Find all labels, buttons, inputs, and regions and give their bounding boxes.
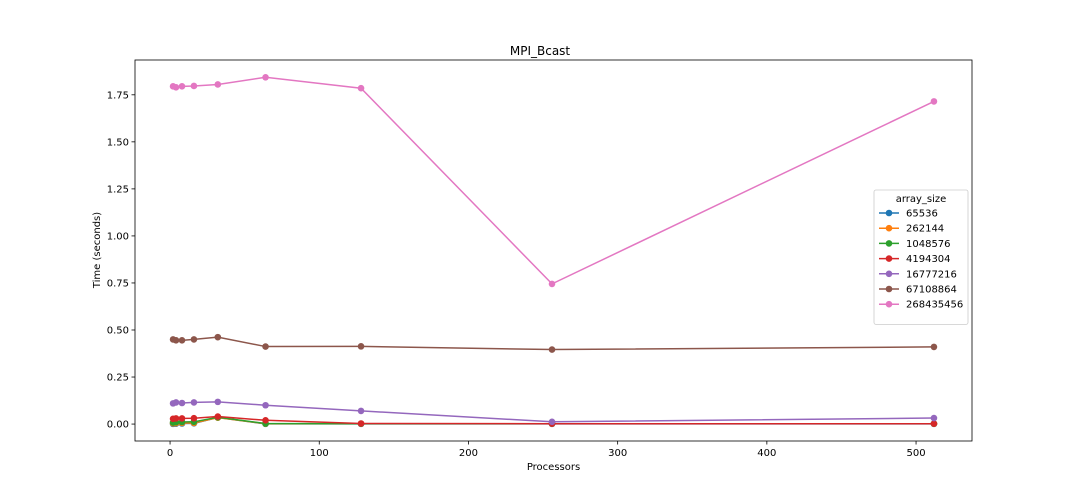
data-point: [190, 336, 198, 343]
data-point: [930, 343, 938, 351]
data-point: [172, 337, 180, 344]
data-point: [172, 415, 180, 422]
plot-frame: [134, 59, 973, 442]
x-tick-label: 300: [608, 448, 627, 459]
data-point: [357, 407, 365, 415]
data-point: [214, 413, 222, 420]
data-point: [548, 418, 556, 426]
data-point: [930, 420, 938, 427]
legend-marker: [885, 224, 893, 232]
data-point: [214, 333, 222, 341]
data-point: [548, 346, 556, 353]
data-point: [262, 343, 269, 350]
y-tick-label: 1.00: [107, 231, 129, 242]
x-tick-label: 0: [167, 448, 173, 459]
data-point: [262, 417, 269, 424]
data-point: [930, 414, 938, 422]
legend-label: 262144: [906, 224, 944, 235]
data-point: [190, 82, 198, 90]
data-point: [178, 337, 186, 344]
data-point: [357, 84, 365, 92]
data-point: [178, 415, 186, 422]
y-tick-label: 1.75: [107, 90, 129, 101]
x-axis-label: Processors: [527, 462, 580, 473]
data-point: [357, 420, 365, 427]
y-tick-label: 1.25: [107, 184, 129, 195]
chart-title: MPI_Bcast: [510, 44, 571, 58]
legend-label: 1048576: [906, 239, 951, 250]
series-67108864: [169, 333, 938, 353]
legend-label: 268435456: [906, 300, 963, 311]
y-tick-label: 0.00: [107, 420, 129, 431]
data-point: [178, 83, 186, 90]
legend-marker: [885, 240, 893, 247]
series-16777216: [169, 398, 938, 426]
data-point: [190, 414, 198, 422]
data-point: [214, 398, 222, 406]
data-point: [548, 280, 556, 288]
x-tick-label: 400: [757, 448, 776, 459]
legend-marker: [885, 300, 893, 308]
y-tick-label: 0.25: [107, 373, 129, 384]
legend-marker: [885, 255, 893, 262]
x-axis: 0 100 200 300 400 500: [167, 441, 926, 459]
data-point: [214, 81, 222, 88]
plot-area: [134, 59, 973, 442]
data-point: [172, 399, 180, 406]
y-axis: 0.00 0.25 0.50 0.75 1.00 1.25 1.50 1.75: [107, 90, 135, 431]
series-lines: [169, 74, 938, 428]
legend-label: 4194304: [906, 254, 951, 265]
legend-label: 65536: [906, 209, 938, 220]
y-tick-label: 0.50: [107, 325, 129, 336]
legend: array_size 65536 262144 1048576 4194304 16777…: [873, 189, 969, 325]
x-tick-label: 200: [459, 448, 478, 459]
y-axis-label: Time (seconds): [92, 212, 103, 289]
legend-label: 67108864: [906, 285, 957, 296]
legend-marker: [885, 285, 893, 293]
y-tick-label: 0.75: [107, 278, 129, 289]
legend-marker: [885, 209, 893, 217]
data-point: [178, 399, 186, 407]
series-268435456: [169, 74, 938, 288]
x-tick-label: 500: [907, 448, 926, 459]
x-tick-label: 100: [310, 448, 329, 459]
data-point: [262, 74, 269, 81]
data-point: [172, 83, 180, 91]
legend-title: array_size: [896, 194, 947, 205]
legend-box: [873, 189, 969, 325]
data-point: [930, 98, 938, 105]
data-point: [190, 399, 198, 406]
y-tick-label: 1.50: [107, 137, 129, 148]
data-point: [357, 343, 365, 350]
legend-label: 16777216: [906, 269, 957, 280]
legend-marker: [885, 270, 893, 278]
data-point: [262, 401, 269, 409]
